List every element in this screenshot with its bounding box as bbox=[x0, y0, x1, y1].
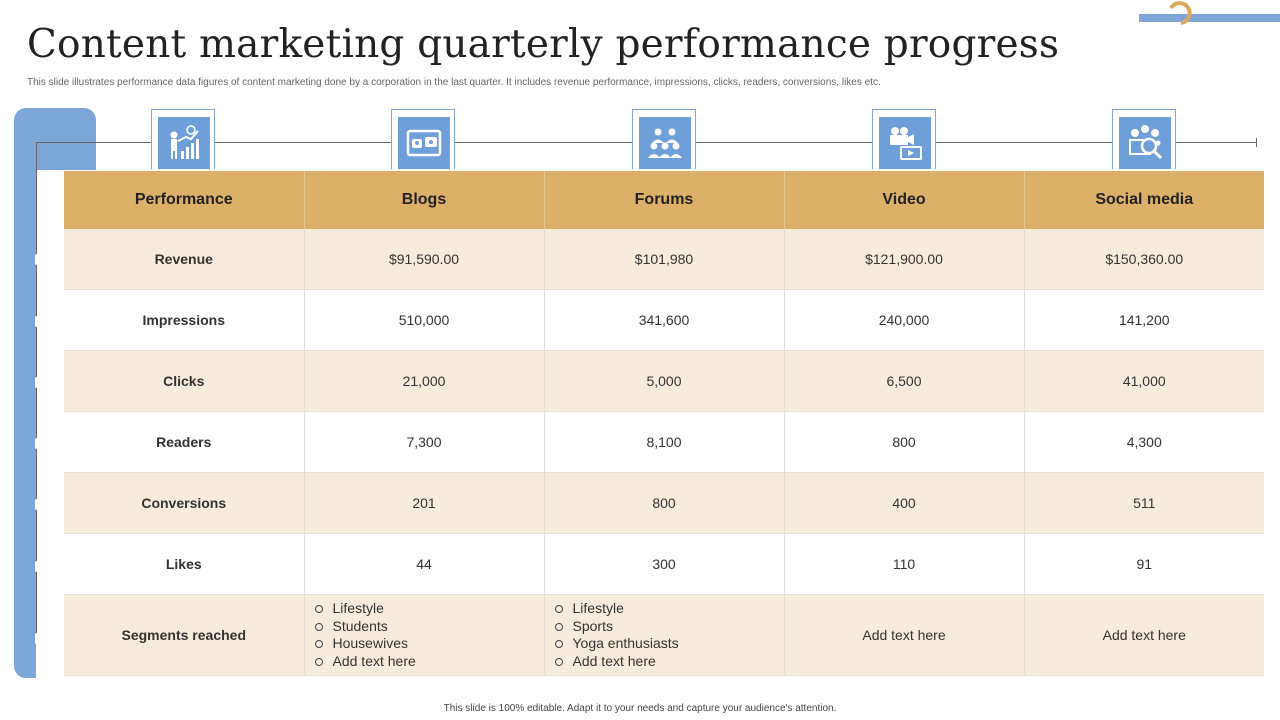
timeline-dot bbox=[35, 377, 44, 388]
table-cell: 300 bbox=[544, 533, 785, 595]
table-cell: 4,300 bbox=[1024, 411, 1264, 473]
row-label: Clicks bbox=[64, 350, 305, 412]
segments-row: Segments reached Lifestyle Students Hous… bbox=[64, 594, 1264, 676]
list-item: Students bbox=[314, 618, 544, 636]
page-title: Content marketing quarterly performance … bbox=[27, 22, 1060, 67]
video-segments-cell: Add text here bbox=[784, 594, 1025, 676]
table-cell: 800 bbox=[544, 472, 785, 534]
table-cell: 201 bbox=[304, 472, 545, 534]
table-cell: 800 bbox=[784, 411, 1025, 473]
group-meeting-icon bbox=[648, 128, 682, 158]
row-label: Readers bbox=[64, 411, 305, 473]
table-cell: 110 bbox=[784, 533, 1025, 595]
timeline-dot bbox=[35, 499, 44, 510]
growth-chart-icon bbox=[170, 125, 199, 159]
row-label: Likes bbox=[64, 533, 305, 595]
table-cell: 6,500 bbox=[784, 350, 1025, 412]
table-cell: $101,980 bbox=[544, 229, 785, 290]
header-performance: Performance bbox=[64, 171, 305, 229]
list-item: Sports bbox=[554, 618, 784, 636]
table-cell: 400 bbox=[784, 472, 1025, 534]
social-media-search-icon bbox=[1129, 125, 1163, 160]
table-cell: 240,000 bbox=[784, 289, 1025, 351]
table-cell: 510,000 bbox=[304, 289, 545, 351]
table-cell: 8,100 bbox=[544, 411, 785, 473]
forums-segments-cell: Lifestyle Sports Yoga enthusiasts Add te… bbox=[544, 594, 785, 676]
table-header-row: Performance Blogs Forums Video Social me… bbox=[64, 171, 1264, 229]
blogs-segments-cell: Lifestyle Students Housewives Add text h… bbox=[304, 594, 545, 676]
timeline-dot bbox=[35, 633, 44, 644]
performance-table: Performance Blogs Forums Video Social me… bbox=[64, 171, 1264, 676]
list-item: Lifestyle bbox=[554, 600, 784, 618]
header-social-media: Social media bbox=[1024, 171, 1264, 229]
row-label: Segments reached bbox=[64, 594, 305, 676]
social-icon-frame bbox=[1112, 109, 1176, 169]
table-row: Conversions 201 800 400 511 bbox=[64, 472, 1264, 534]
camera-icon-frame bbox=[872, 109, 936, 169]
table-cell: 141,200 bbox=[1024, 289, 1264, 351]
row-label: Revenue bbox=[64, 229, 305, 290]
table-cell: 5,000 bbox=[544, 350, 785, 412]
list-item: Add text here bbox=[554, 653, 784, 671]
table-row: Readers 7,300 8,100 800 4,300 bbox=[64, 411, 1264, 473]
table-row: Impressions 510,000 341,600 240,000 141,… bbox=[64, 289, 1264, 351]
page-subtitle: This slide illustrates performance data … bbox=[27, 77, 881, 88]
table-cell: 44 bbox=[304, 533, 545, 595]
blogs-icon-frame bbox=[151, 109, 215, 169]
timeline-dot bbox=[35, 561, 44, 572]
row-label: Conversions bbox=[64, 472, 305, 534]
video-screen-icon bbox=[406, 129, 442, 157]
header-blogs: Blogs bbox=[304, 171, 545, 229]
table-row: Likes 44 300 110 91 bbox=[64, 533, 1264, 595]
forums-icon-frame bbox=[391, 109, 455, 169]
list-item: Housewives bbox=[314, 635, 544, 653]
forums-segments-list: Lifestyle Sports Yoga enthusiasts Add te… bbox=[545, 600, 784, 670]
table-cell: $150,360.00 bbox=[1024, 229, 1264, 290]
header-video: Video bbox=[784, 171, 1025, 229]
table-cell: 41,000 bbox=[1024, 350, 1264, 412]
list-item: Lifestyle bbox=[314, 600, 544, 618]
list-item: Add text here bbox=[314, 653, 544, 671]
table-cell: $91,590.00 bbox=[304, 229, 545, 290]
timeline-dot bbox=[35, 254, 44, 265]
timeline-vertical bbox=[36, 142, 37, 638]
blogs-segments-list: Lifestyle Students Housewives Add text h… bbox=[305, 600, 544, 670]
decorative-bar bbox=[1139, 14, 1280, 22]
footer-note: This slide is 100% editable. Adapt it to… bbox=[443, 703, 837, 714]
list-item: Yoga enthusiasts bbox=[554, 635, 784, 653]
table-cell: 21,000 bbox=[304, 350, 545, 412]
timeline-dot bbox=[35, 316, 44, 327]
decorative-ring-icon bbox=[1169, 1, 1192, 25]
row-label: Impressions bbox=[64, 289, 305, 351]
table-cell: $121,900.00 bbox=[784, 229, 1025, 290]
table-row: Revenue $91,590.00 $101,980 $121,900.00 … bbox=[64, 229, 1264, 290]
table-row: Clicks 21,000 5,000 6,500 41,000 bbox=[64, 350, 1264, 412]
table-cell: 511 bbox=[1024, 472, 1264, 534]
social-segments-cell: Add text here bbox=[1024, 594, 1264, 676]
video-icon-frame bbox=[632, 109, 696, 169]
header-forums: Forums bbox=[544, 171, 785, 229]
timeline-dot bbox=[35, 438, 44, 449]
timeline-end-tick bbox=[1256, 138, 1257, 147]
table-cell: 91 bbox=[1024, 533, 1264, 595]
table-cell: 7,300 bbox=[304, 411, 545, 473]
video-camera-icon bbox=[890, 127, 922, 160]
table-cell: 341,600 bbox=[544, 289, 785, 351]
